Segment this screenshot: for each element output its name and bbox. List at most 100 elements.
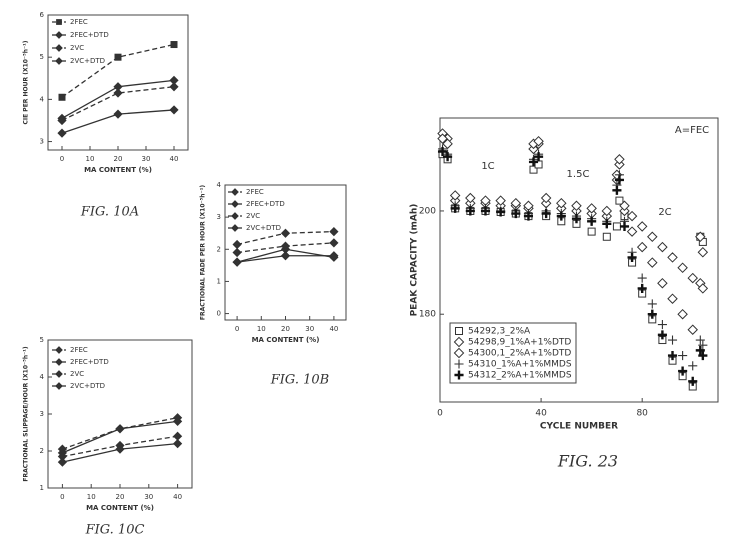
marker: [437, 133, 448, 144]
marker: [619, 221, 630, 231]
marker: [614, 154, 625, 165]
legend-marker: [55, 382, 63, 390]
marker: [612, 222, 621, 231]
marker: [169, 82, 179, 92]
y-tick-label: 2: [217, 245, 221, 253]
y-tick-label: 1: [40, 484, 44, 492]
plot-frame: [439, 117, 719, 403]
legend-label: 2VC+DTD: [70, 382, 105, 390]
marker: [58, 93, 66, 101]
legend-label: 2VC: [246, 212, 260, 220]
y-tick-label: 6: [40, 11, 45, 19]
legend-marker: [55, 358, 63, 366]
x-tick-label: 20: [114, 155, 123, 163]
marker: [172, 431, 183, 441]
legend-marker: [231, 212, 239, 220]
legend-marker: [55, 346, 63, 354]
marker: [688, 376, 698, 386]
marker: [57, 457, 68, 467]
x-tick-label: 20: [281, 325, 290, 333]
marker: [667, 335, 678, 345]
x-axis-label: MA CONTENT (%): [84, 166, 152, 174]
marker: [511, 208, 521, 219]
legend-box: [449, 322, 577, 384]
marker: [57, 115, 67, 126]
legend-label: 54298,9_1%A+1%DTD: [468, 338, 571, 348]
x-tick-label: 0: [60, 493, 64, 501]
marker: [113, 109, 123, 119]
legend-marker: [55, 57, 63, 65]
marker: [657, 319, 667, 330]
marker: [678, 350, 688, 361]
figure-caption: FIG. 10B: [270, 373, 329, 388]
y-tick-label: 1: [217, 277, 221, 285]
marker: [697, 246, 709, 258]
marker: [232, 239, 242, 250]
marker: [626, 210, 638, 222]
y-tick-label: 2: [40, 447, 44, 455]
legend-marker: [454, 359, 464, 369]
marker: [533, 135, 544, 147]
legend-marker: [55, 370, 63, 378]
marker: [556, 197, 567, 209]
marker: [657, 330, 667, 340]
x-tick-label: 10: [257, 325, 266, 333]
y-tick-label: 0: [217, 310, 221, 318]
marker: [697, 283, 709, 294]
marker: [329, 238, 339, 248]
marker: [677, 262, 688, 274]
annotation: A=FEC: [675, 125, 709, 136]
marker: [449, 190, 461, 201]
marker: [465, 192, 476, 204]
x-tick-label: 40: [329, 325, 338, 333]
y-tick-label: 5: [40, 336, 44, 344]
y-tick-label: 4: [40, 95, 45, 103]
marker: [636, 221, 648, 232]
x-axis-label: MA CONTENT (%): [86, 504, 154, 512]
figure-caption: FIG. 10C: [85, 523, 145, 538]
marker: [647, 309, 657, 319]
marker: [480, 206, 491, 216]
y-tick-label: 200: [419, 206, 436, 216]
legend-label: 2VC: [70, 370, 84, 378]
y-tick-label: 3: [40, 138, 44, 146]
y-tick-label: 3: [40, 410, 44, 418]
marker: [626, 226, 638, 237]
marker: [601, 205, 613, 217]
marker: [678, 366, 688, 376]
legend-label: 2FEC+DTD: [70, 31, 109, 39]
marker: [667, 350, 678, 361]
marker: [657, 241, 668, 253]
marker: [450, 203, 460, 213]
marker: [571, 200, 582, 212]
marker: [615, 196, 624, 205]
marker: [329, 251, 339, 261]
marker: [667, 252, 678, 263]
marker: [115, 444, 125, 454]
marker: [614, 175, 624, 185]
marker: [587, 227, 596, 236]
marker: [437, 147, 448, 157]
x-tick-label: 40: [170, 155, 179, 163]
marker: [113, 88, 123, 98]
legend-label: 2VC: [70, 44, 84, 52]
x-tick-label: 20: [116, 493, 125, 501]
legend-label: 2FEC: [246, 188, 264, 196]
legend-marker: [231, 188, 239, 196]
marker: [695, 231, 706, 243]
figure-caption: FIG. 23: [557, 452, 618, 471]
marker: [443, 152, 453, 162]
legend-label: 2FEC+DTD: [70, 358, 109, 366]
marker: [280, 241, 291, 251]
y-tick-label: 5: [40, 53, 44, 61]
x-tick-label: 0: [60, 155, 64, 163]
legend-label: 2FEC: [70, 18, 88, 26]
legend-label: 54310_1%A+1%MMDS: [468, 360, 572, 370]
x-tick-label: 40: [173, 493, 182, 501]
marker: [541, 208, 551, 219]
legend-marker: [453, 347, 465, 359]
marker: [587, 216, 597, 226]
marker: [232, 247, 242, 258]
marker: [602, 219, 612, 229]
marker: [695, 335, 705, 345]
